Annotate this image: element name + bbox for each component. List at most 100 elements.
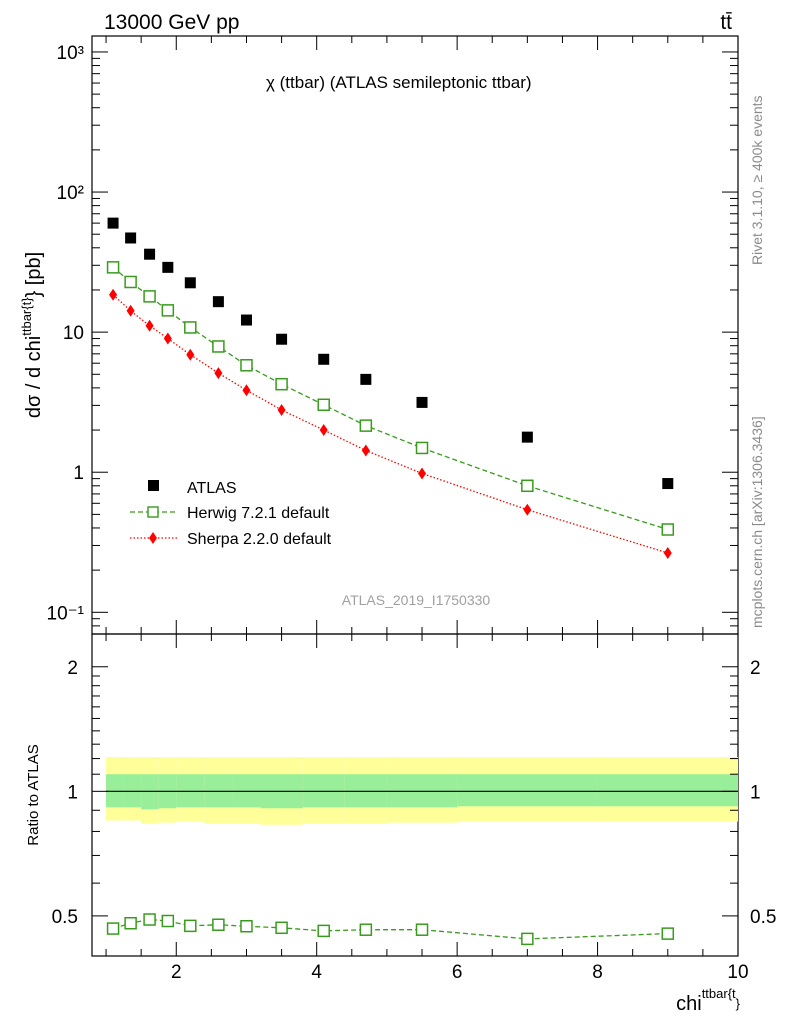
rivet-label-text: Rivet 3.1.10, ≥ 400k events bbox=[749, 95, 765, 265]
legend-atlas-label: ATLAS bbox=[187, 480, 237, 497]
data-point-series-1 bbox=[240, 359, 253, 372]
main-y-tick-label: 10³ bbox=[57, 43, 84, 64]
ratio-x-ticks: 2 4 6 8 10 bbox=[105, 634, 749, 983]
ratio-data-point-series-0 bbox=[661, 927, 675, 940]
x-tick-label: 2 bbox=[171, 962, 182, 983]
ratio-y-tick-label-left: 0.5 bbox=[52, 907, 78, 928]
main-title: χ (ttbar) (ATLAS semileptonic ttbar) bbox=[266, 73, 532, 92]
x-tick-label: 4 bbox=[311, 962, 322, 983]
x-tick-label: 8 bbox=[592, 962, 603, 983]
ratio-data-point-series-0 bbox=[317, 924, 330, 938]
ratio-data-point-series-0 bbox=[521, 932, 534, 946]
main-y-tick-label: 10² bbox=[57, 183, 84, 204]
data-point-series-2 bbox=[277, 404, 286, 417]
ratio-data-point-series-0 bbox=[184, 919, 197, 933]
source-url-label: mcplots.cern.ch [arXiv:1306.3436] bbox=[749, 416, 765, 628]
energy-label: 13000 GeV pp bbox=[104, 11, 239, 34]
ratio-data-point-series-0 bbox=[161, 914, 175, 928]
rivet-version-label: Rivet 3.1.10, ≥ 400k events bbox=[749, 95, 765, 265]
ratio-data-point-series-0 bbox=[106, 922, 120, 935]
ratio-band-green bbox=[597, 774, 738, 807]
ratio-uncertainty-bands bbox=[106, 757, 738, 825]
ratio-data-point-series-0 bbox=[212, 918, 225, 931]
data-point-series-1 bbox=[415, 441, 429, 455]
xlabel-base: chi bbox=[676, 993, 702, 1015]
ratio-data-point-series-0 bbox=[415, 923, 429, 936]
legend-sherpa-marker bbox=[149, 532, 157, 544]
legend: ATLAS Herwig 7.2.1 default Sherpa 2.2.0 … bbox=[130, 480, 332, 548]
ratio-series bbox=[106, 913, 675, 946]
data-point-series-1 bbox=[184, 321, 197, 334]
data-point-series-1 bbox=[161, 304, 175, 317]
data-point-series-2 bbox=[214, 367, 223, 380]
data-point-series-1 bbox=[359, 419, 373, 432]
ratio-data-point-series-0 bbox=[240, 920, 253, 933]
main-ylabel-sup: ttbar{t} bbox=[19, 297, 34, 336]
data-point-series-1 bbox=[275, 377, 288, 391]
main-x-ticks bbox=[105, 36, 739, 634]
ratio-band-green bbox=[457, 774, 598, 807]
main-y-tick-label: 1 bbox=[73, 463, 84, 484]
data-point-series-1 bbox=[317, 398, 330, 412]
ratio-y-tick-label-right: 0.5 bbox=[750, 907, 776, 928]
xlabel-sup: ttbar{t bbox=[702, 986, 736, 1001]
x-tick-label: 10 bbox=[727, 962, 748, 983]
main-y-tick-label: 10⁻¹ bbox=[47, 603, 85, 624]
data-point-series-2 bbox=[186, 348, 195, 361]
svg-text:dσ / d chittbar{t}} [pb]: dσ / d chittbar{t}} [pb] bbox=[19, 252, 45, 418]
data-point-series-2 bbox=[418, 467, 427, 480]
main-y-tick-label: 10 bbox=[63, 323, 84, 344]
x-axis-label: chittbar{t} bbox=[676, 986, 741, 1015]
ratio-y-ticks: 0.5 0.5 1 1 2 2 bbox=[52, 658, 777, 928]
legend-atlas-marker bbox=[148, 480, 159, 491]
ratio-y-tick-label-left: 1 bbox=[67, 782, 78, 803]
data-point-series-1 bbox=[212, 340, 225, 353]
data-point-series-0 bbox=[276, 333, 288, 345]
ratio-y-axis-label: Ratio to ATLAS bbox=[25, 744, 42, 845]
data-point-series-2 bbox=[319, 424, 328, 437]
ratio-data-point-series-0 bbox=[359, 923, 373, 936]
data-point-series-2 bbox=[163, 332, 172, 345]
main-y-ticks: 10⁻¹ 1 10 10² 10³ bbox=[47, 43, 738, 627]
ratio-data-point-series-0 bbox=[124, 916, 137, 930]
xlabel-brace: } bbox=[736, 996, 741, 1011]
data-point-series-2 bbox=[126, 304, 135, 317]
data-point-series-0 bbox=[144, 248, 156, 260]
data-point-series-0 bbox=[360, 373, 372, 385]
process-label: tt̄ bbox=[720, 11, 732, 34]
data-point-series-1 bbox=[106, 261, 120, 274]
x-tick-label: 6 bbox=[452, 962, 463, 983]
ratio-data-point-series-0 bbox=[143, 913, 156, 926]
legend-herwig-marker bbox=[147, 506, 159, 518]
main-series bbox=[106, 217, 675, 560]
source-label-text: mcplots.cern.ch [arXiv:1306.3436] bbox=[749, 416, 765, 628]
data-point-series-0 bbox=[212, 296, 224, 308]
data-point-series-0 bbox=[416, 396, 428, 408]
legend-sherpa-label: Sherpa 2.2.0 default bbox=[187, 531, 332, 548]
ratio-y-tick-label-right: 1 bbox=[750, 782, 761, 803]
data-point-series-0 bbox=[162, 261, 174, 273]
ratio-y-tick-label-left: 2 bbox=[67, 658, 78, 679]
ratio-ylabel: Ratio to ATLAS bbox=[25, 744, 42, 845]
data-point-series-0 bbox=[125, 232, 137, 244]
data-point-series-0 bbox=[184, 277, 196, 289]
svg-text:chittbar{t}: chittbar{t} bbox=[676, 986, 741, 1015]
data-point-series-1 bbox=[124, 275, 137, 289]
data-point-series-1 bbox=[661, 523, 675, 536]
data-point-series-2 bbox=[109, 288, 118, 301]
data-point-series-0 bbox=[240, 314, 252, 326]
data-point-series-0 bbox=[107, 217, 119, 229]
main-y-axis-label: dσ / d chittbar{t}} [pb] bbox=[19, 252, 45, 418]
data-point-series-0 bbox=[521, 431, 533, 443]
main-ylabel-part2: } [pb] bbox=[23, 252, 45, 298]
analysis-watermark: ATLAS_2019_I1750330 bbox=[342, 592, 491, 608]
data-point-series-2 bbox=[145, 319, 154, 332]
data-point-series-2 bbox=[242, 384, 251, 397]
data-point-series-2 bbox=[663, 547, 672, 560]
ratio-y-tick-label-right: 2 bbox=[750, 658, 761, 679]
main-ylabel-part1: dσ / d chi bbox=[23, 336, 45, 418]
data-point-series-2 bbox=[361, 444, 370, 457]
ratio-data-point-series-0 bbox=[275, 921, 288, 935]
legend-herwig-label: Herwig 7.2.1 default bbox=[187, 505, 330, 522]
